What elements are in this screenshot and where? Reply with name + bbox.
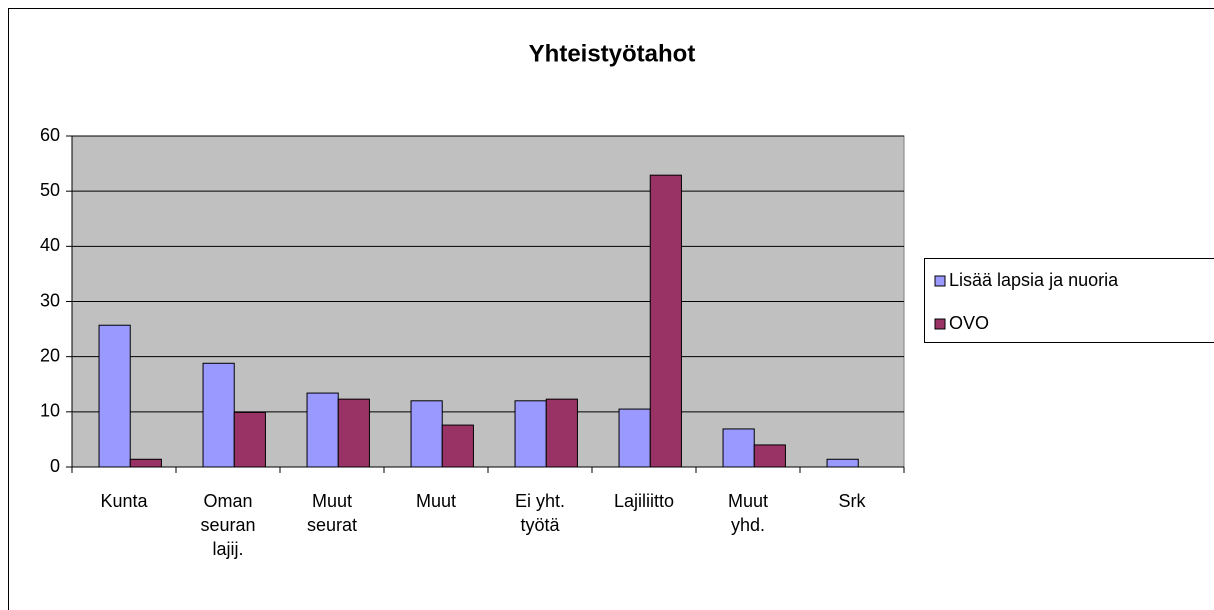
legend-swatch	[934, 275, 946, 287]
y-tick-label: 50	[40, 180, 60, 200]
bar	[722, 428, 755, 468]
bar	[306, 392, 339, 468]
legend-label: Lisää lapsia ja nuoria	[949, 270, 1119, 290]
chart-title: Yhteistyötahot	[529, 40, 696, 67]
y-tick-label: 20	[40, 345, 60, 365]
y-tick-label: 40	[40, 235, 60, 255]
bar	[410, 400, 443, 468]
bar	[618, 408, 651, 468]
bar	[202, 362, 235, 468]
bar	[753, 444, 786, 468]
legend-label: OVO	[949, 313, 989, 333]
y-tick-label: 60	[40, 125, 60, 145]
y-tick-label: 30	[40, 290, 60, 310]
x-tick-label: Kunta	[100, 491, 148, 511]
bar	[337, 398, 370, 468]
x-tick-label: Muut seurat	[306, 491, 358, 535]
x-tick-label: Srk	[838, 491, 866, 511]
legend-box	[924, 258, 1214, 343]
x-tick-label: Lajiliitto	[613, 491, 675, 511]
x-tick-label: Muut	[415, 491, 457, 511]
bar	[98, 324, 131, 468]
legend-swatch	[934, 318, 946, 330]
x-tick-label: Muut yhd.	[727, 491, 769, 535]
bar	[129, 458, 162, 468]
bar	[649, 174, 682, 468]
bar	[545, 398, 578, 468]
y-tick-label: 0	[50, 456, 60, 476]
x-tick-label: Oman seuran lajij.	[200, 491, 256, 559]
bar	[233, 411, 266, 468]
bar	[826, 458, 859, 468]
x-tick-label: Ei yht. työtä	[514, 491, 566, 535]
y-tick-label: 10	[40, 401, 60, 421]
bar	[514, 400, 547, 468]
bar	[441, 424, 474, 468]
